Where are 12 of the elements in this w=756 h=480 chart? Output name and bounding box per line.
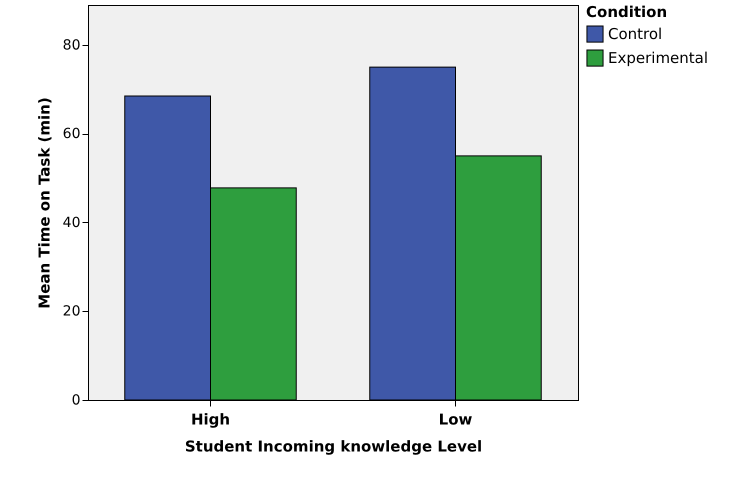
y-tick-label: 20 bbox=[62, 304, 80, 320]
y-tick-label: 60 bbox=[62, 126, 80, 142]
legend-title: Condition bbox=[586, 3, 668, 21]
y-axis-title: Mean Time on Task (min) bbox=[36, 97, 54, 309]
legend-label: Experimental bbox=[608, 49, 708, 67]
y-tick-label: 80 bbox=[62, 37, 80, 54]
y-tick-label: 40 bbox=[62, 214, 80, 231]
legend-label: Control bbox=[608, 25, 662, 43]
x-tick-label: High bbox=[190, 410, 230, 428]
y-tick-label: 0 bbox=[72, 392, 80, 408]
x-axis-title: Student Incoming knowledge Level bbox=[184, 438, 482, 456]
x-tick-label: Low bbox=[438, 410, 472, 428]
